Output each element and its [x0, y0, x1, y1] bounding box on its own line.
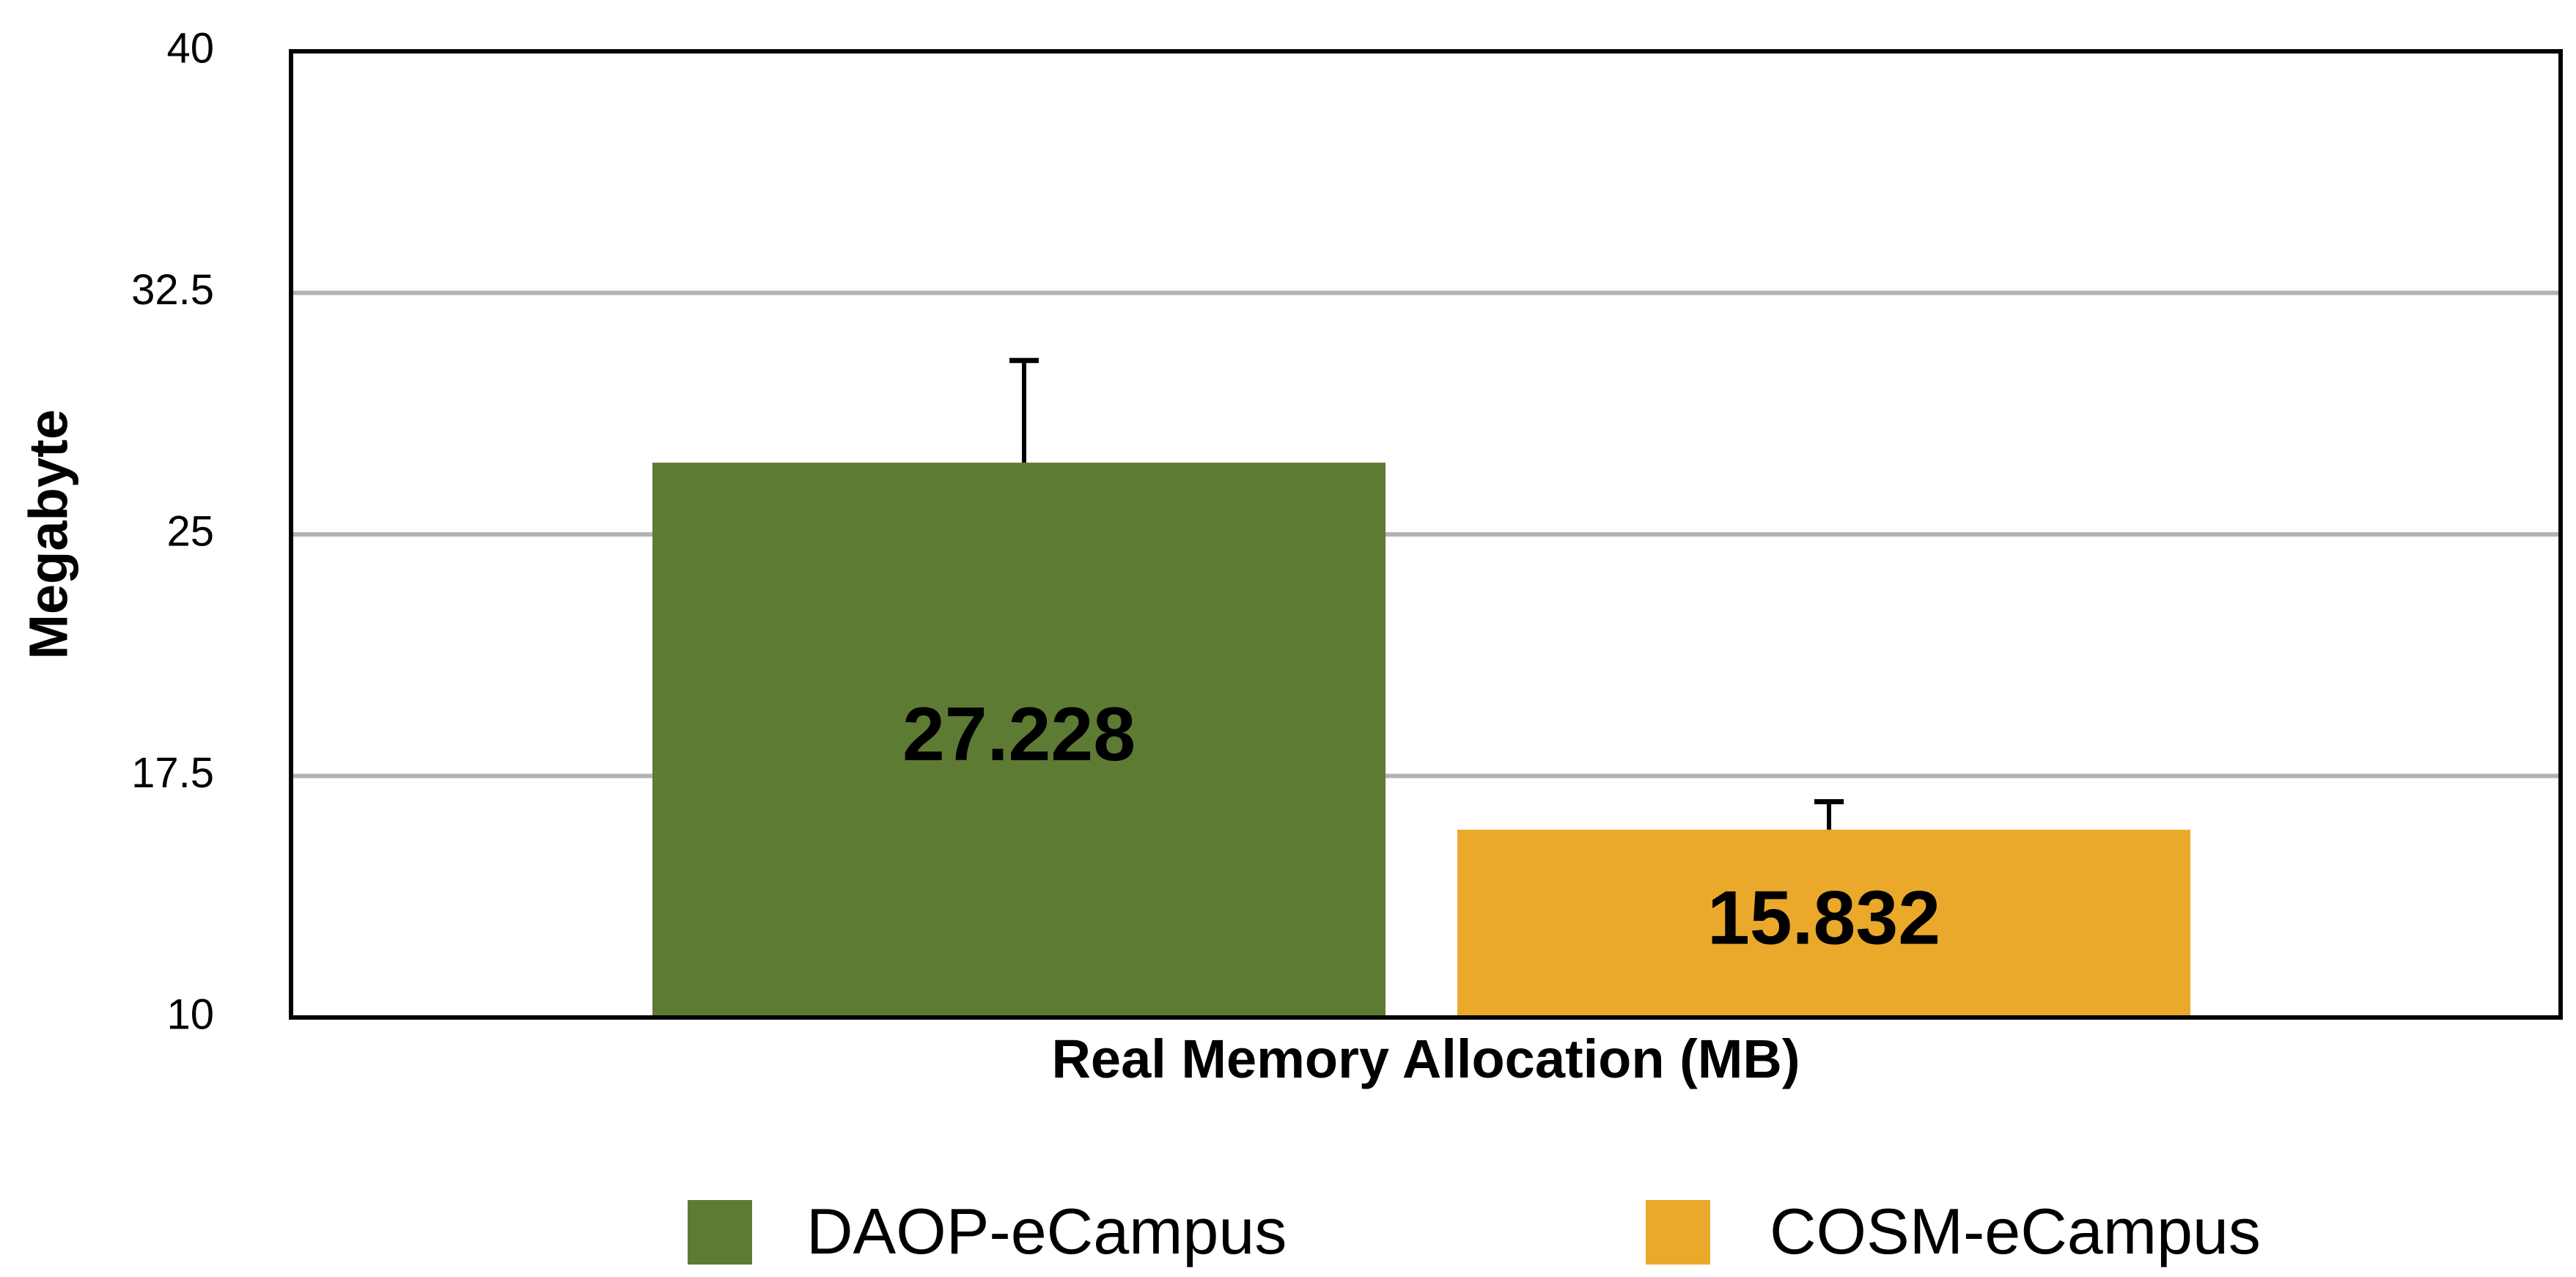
bar-cosm: [1457, 829, 2190, 1017]
plot-frame: [289, 49, 2563, 1020]
legend-item-cosm: COSM-eCampus: [1646, 1195, 2261, 1267]
y-tick-label: 25: [166, 507, 214, 555]
bar-value-label: 27.228: [902, 692, 1136, 777]
legend-item-daop: DAOP-eCampus: [688, 1195, 1287, 1267]
grid-lines: [291, 290, 2561, 779]
bar-daop: [652, 463, 1385, 1017]
legend: DAOP-eCampus COSM-eCampus: [688, 1195, 2261, 1267]
bars: [652, 463, 2190, 1017]
y-tick-labels: 10 17.5 25 32.5 40: [131, 24, 214, 1038]
legend-label-daop: DAOP-eCampus: [806, 1195, 1287, 1267]
legend-label-cosm: COSM-eCampus: [1770, 1195, 2261, 1267]
error-bars: [1009, 358, 1844, 830]
legend-swatch-cosm: [1646, 1200, 1710, 1265]
y-tick-label: 32.5: [131, 266, 214, 314]
bar-value-labels: 27.228 15.832: [902, 692, 1940, 960]
y-tick-label: 40: [166, 24, 214, 72]
y-tick-label: 17.5: [131, 749, 214, 797]
bar-value-label: 15.832: [1707, 875, 1940, 960]
legend-swatch-daop: [688, 1200, 752, 1265]
x-axis-title: Real Memory Allocation (MB): [1051, 1028, 1800, 1089]
y-axis-title: Megabyte: [18, 409, 79, 659]
y-tick-label: 10: [166, 990, 214, 1038]
